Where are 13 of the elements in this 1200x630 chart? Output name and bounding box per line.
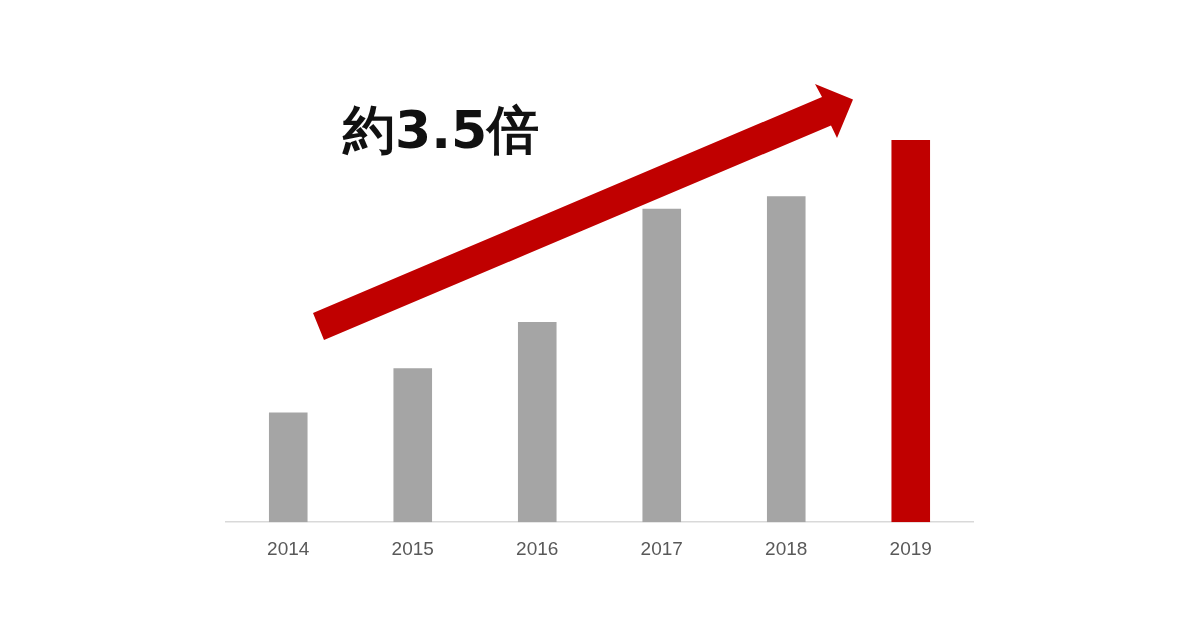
annotation: 約3.5倍 [343,100,540,160]
bar [642,208,682,523]
bar [517,321,557,523]
x-tick-label: 2014 [267,537,310,559]
bar [891,140,931,523]
x-tick-label: 2019 [889,537,932,559]
x-tick-label: 2018 [765,537,808,559]
bar [766,196,806,523]
x-tick-label: 2016 [516,537,559,559]
x-tick-label: 2015 [391,537,434,559]
bar [393,368,433,523]
x-tick-label: 2017 [640,537,683,559]
bar [268,412,308,523]
